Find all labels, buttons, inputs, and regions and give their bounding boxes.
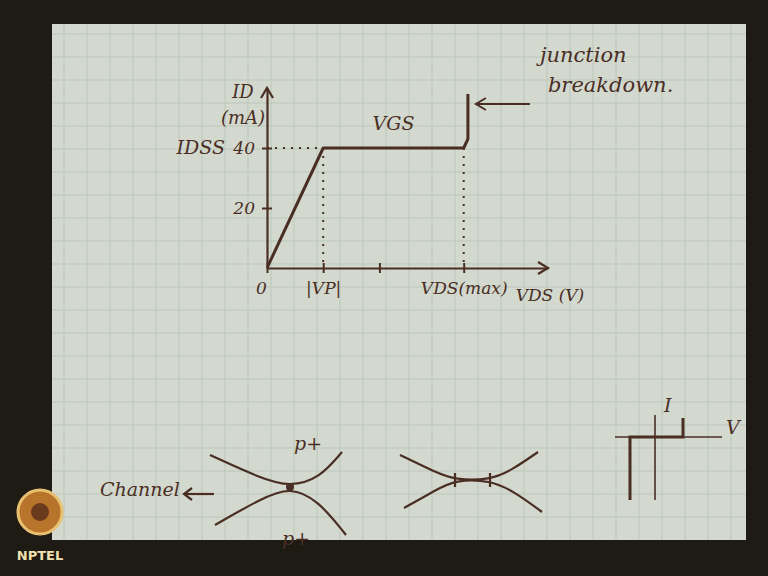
extended-pinch-sketch [400,452,542,512]
x-tick: VDS(max) [421,263,508,298]
paper-line [685,24,686,540]
paper-line [294,24,295,540]
paper-line [616,24,617,540]
x-tick [379,263,380,273]
paper-line [52,34,746,35]
watermark-logo [18,490,62,534]
x-tick: 0 [256,263,267,298]
y-axis-title: ID(mA) [221,81,265,128]
pinch-bound [489,473,491,487]
annotation: VGS [372,112,414,134]
x-tick-mark [323,263,325,273]
annotation: junctionbreakdown. [536,43,673,97]
sketch-label: Channel [100,478,180,500]
watermark-text: NPTEL [17,548,63,563]
paper-line [179,24,180,540]
paper-line [52,448,746,449]
x-tick-label: |VP| [306,278,341,298]
iv-i-axis [654,415,656,500]
paper-line [52,356,746,357]
annotation: IDSS [176,136,225,158]
background [0,0,768,576]
paper-line [708,24,709,540]
paper-line [52,264,746,265]
y-tick: 20 [232,198,272,218]
sketch-label: p+ [282,527,310,549]
paper-line [409,24,410,540]
paper-line [52,218,746,219]
paper-line [547,24,548,540]
pinch-bound [454,473,456,487]
y-axis-arrow [261,88,273,98]
x-axis-arrow [538,262,548,274]
junction-edge [215,491,346,535]
watermark-logo-core [31,503,49,521]
paper-line [363,24,364,540]
paper-line [52,195,746,196]
paper-line [52,310,746,311]
x-tick: |VP| [306,263,341,298]
paper-line [64,24,65,540]
paper-line [52,402,746,403]
diode-iv-sketch: IV [615,394,742,500]
channel-arrow [184,493,214,495]
x-tick-mark [463,263,465,273]
paper-line [133,24,134,540]
paper-line [386,24,387,540]
x-tick-label: VDS(max) [421,278,508,298]
pinch-point [286,483,294,491]
paper-line [52,471,746,472]
paper-line [731,24,732,540]
chart-svg: 0 |VP| VDS(max) 20 40 ID(mA) VDS (V) VGS IDSS jun… [0,0,768,576]
guide-line [322,148,324,268]
junction-edge [210,452,342,484]
paper-line [87,24,88,540]
watermark: NPTEL [17,490,63,563]
sketch-label: p+ [294,432,322,454]
junction-edge [404,480,542,512]
paper-grid [52,24,746,540]
iv-curve [630,418,683,500]
junction-edge [400,452,538,480]
paper-line [52,287,746,288]
guide-line [267,147,323,149]
paper-line [52,241,746,242]
x-axis-line [268,267,549,269]
x-tick-mark [379,263,381,273]
paper-line [110,24,111,540]
x-tick-label: 0 [256,278,267,298]
paper-line [156,24,157,540]
x-axis-title: VDS (V) [516,285,585,305]
y-tick: 40 [232,138,272,158]
paper-line [271,24,272,540]
y-axis-line [266,89,268,269]
paper [52,24,746,540]
paper-line [202,24,203,540]
paper-line [662,24,663,540]
paper-line [52,172,746,173]
pinch-off-sketch: p+ p+ Channel [100,432,346,549]
paper-line [639,24,640,540]
sketch-label: I [663,394,672,416]
guide-line [463,148,465,268]
annotation-arrow [476,103,530,105]
paper-line [52,379,746,380]
y-tick-label: 40 [232,138,255,158]
paper-line [593,24,594,540]
paper-line [52,333,746,334]
x-axis: 0 |VP| VDS(max) [256,263,548,298]
channel-arrow-head [184,488,192,500]
y-tick-label: 20 [232,198,255,218]
paper-line [570,24,571,540]
characteristic-curve [267,94,468,268]
paper-line [52,425,746,426]
y-tick-mark [262,208,272,210]
paper-line [52,103,746,104]
annotation-arrow-head [476,98,486,110]
sketch-label: V [726,416,742,438]
chart-root: 0 |VP| VDS(max) 20 40 ID(mA) VDS (V) VGS IDSS jun… [0,0,768,576]
paper-line [52,517,746,518]
paper-line [52,57,746,58]
plot-area [267,94,468,268]
